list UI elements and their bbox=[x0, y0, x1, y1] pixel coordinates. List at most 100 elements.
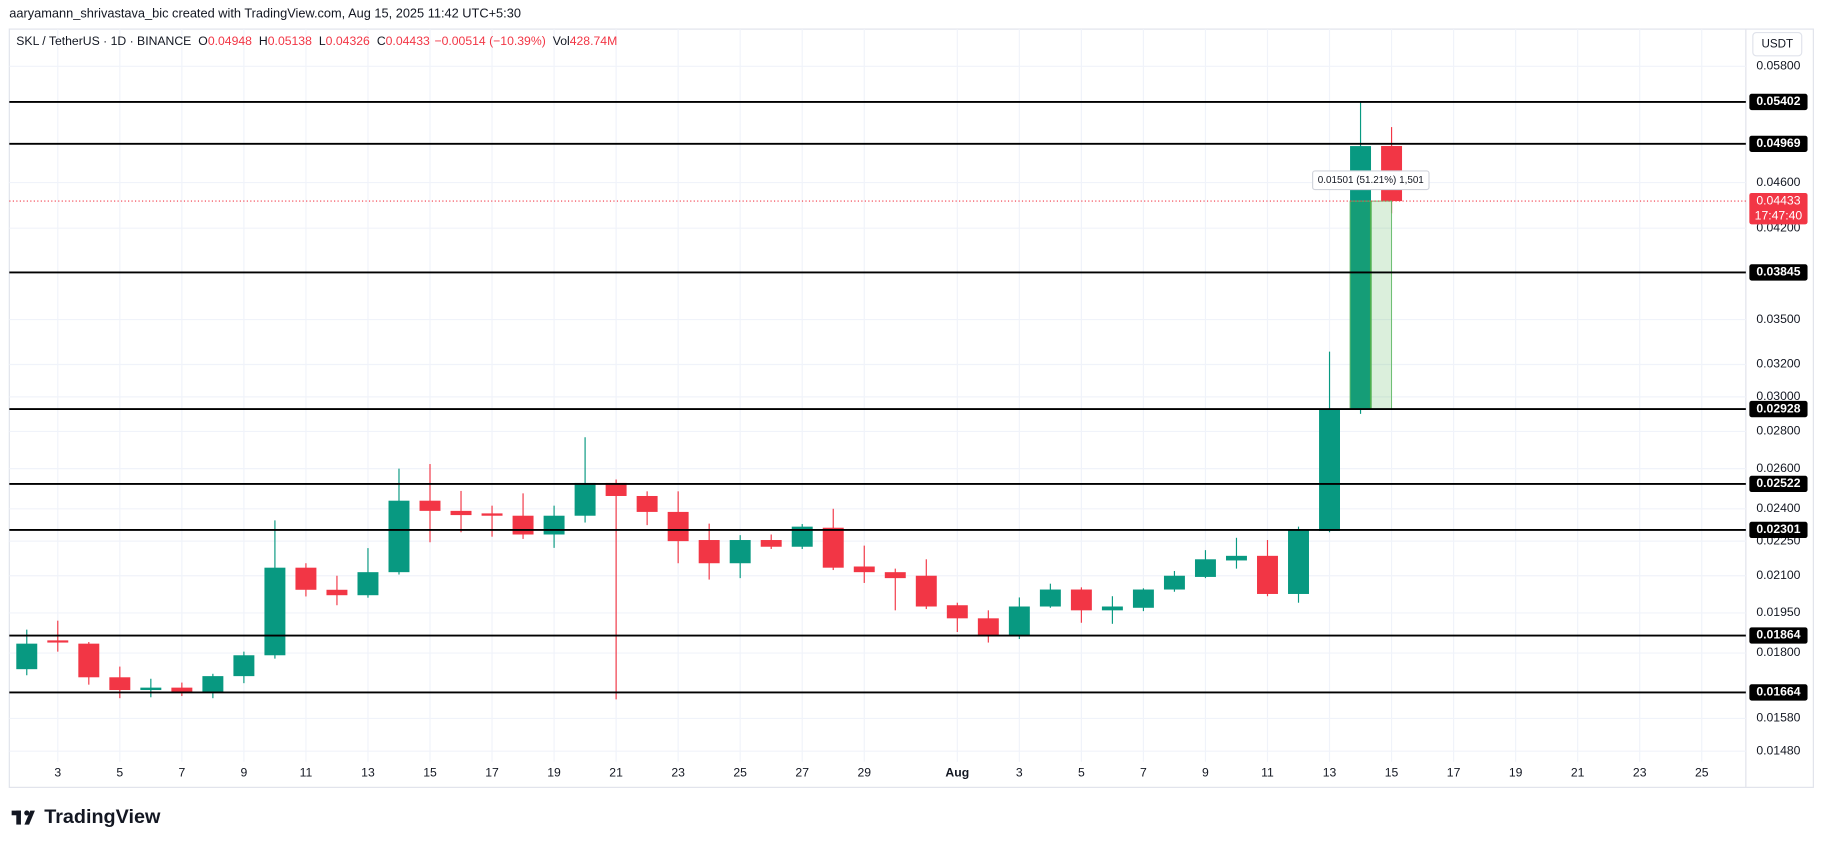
y-tick-label: 0.02800 bbox=[1756, 424, 1800, 438]
candle-body bbox=[47, 640, 69, 643]
x-tick-label: 5 bbox=[1078, 766, 1085, 780]
legend-key: C bbox=[377, 34, 386, 48]
legend-change: −0.00514 (−10.39%) bbox=[434, 34, 545, 48]
y-tick-label: 0.01580 bbox=[1756, 711, 1800, 725]
candle-body bbox=[1288, 529, 1309, 594]
overlay: 0.01501 (51.21%) 1,501 0.05402 0.04969 0.03… bbox=[9, 93, 1808, 701]
candle-body bbox=[853, 566, 875, 573]
candle-body bbox=[1039, 589, 1061, 607]
x-tick-label: 25 bbox=[733, 766, 747, 780]
candle-body bbox=[574, 482, 596, 516]
level-label: 0.03845 bbox=[1756, 265, 1800, 279]
header-text: aaryamann_shrivastava_bic created with T… bbox=[9, 5, 521, 20]
x-tick-label: 9 bbox=[1202, 766, 1209, 780]
legend-value: 0.04948 bbox=[208, 34, 252, 48]
x-tick-label: 13 bbox=[1323, 766, 1337, 780]
x-tick-label: 17 bbox=[485, 766, 499, 780]
legend-value: 428.74M bbox=[570, 34, 618, 48]
measure-label: 0.01501 (51.21%) 1,501 bbox=[1318, 175, 1425, 186]
level-label-box bbox=[1749, 135, 1808, 152]
level-label-box bbox=[1749, 264, 1808, 281]
candle-body bbox=[698, 540, 720, 564]
grid: 0.058000.046000.042000.035000.032000.030… bbox=[9, 29, 1801, 780]
candle-body bbox=[1008, 606, 1030, 636]
x-tick-label: 21 bbox=[1571, 766, 1585, 780]
legend-value: 0.04433 bbox=[386, 34, 430, 48]
x-tick-label: 11 bbox=[300, 766, 313, 780]
candle-body bbox=[1350, 146, 1372, 410]
level-label: 0.01664 bbox=[1756, 685, 1800, 699]
x-tick-label: 7 bbox=[1140, 766, 1147, 780]
candle-body bbox=[1132, 589, 1154, 608]
x-tick-label: 29 bbox=[857, 766, 871, 780]
candle-body bbox=[760, 540, 782, 547]
x-tick-label: 15 bbox=[423, 766, 437, 780]
candle-body bbox=[140, 687, 162, 691]
candle-body bbox=[667, 511, 689, 542]
candle-body bbox=[543, 515, 565, 535]
candle-body bbox=[171, 687, 193, 693]
candle-body bbox=[109, 677, 131, 691]
candle-body bbox=[1225, 555, 1247, 561]
level-label: 0.04969 bbox=[1756, 136, 1800, 150]
x-tick-label: 9 bbox=[240, 766, 247, 780]
plot bbox=[16, 101, 1403, 700]
y-tick-label: 0.03500 bbox=[1756, 312, 1800, 326]
candle-body bbox=[884, 572, 906, 579]
candle-body bbox=[16, 643, 38, 670]
candle-body bbox=[295, 567, 317, 590]
x-tick-label: 3 bbox=[54, 766, 61, 780]
x-tick-label: 27 bbox=[795, 766, 809, 780]
candle-body bbox=[450, 510, 472, 516]
level-label-box bbox=[1749, 400, 1808, 418]
brand: TradingView bbox=[44, 806, 161, 828]
candle-body bbox=[1070, 589, 1092, 611]
candle-body bbox=[1163, 575, 1185, 590]
x-tick-label: 7 bbox=[178, 766, 185, 780]
level-label-box bbox=[1749, 684, 1808, 701]
candle-body bbox=[729, 540, 751, 564]
candle-body bbox=[78, 643, 100, 678]
candle-body bbox=[1257, 555, 1278, 594]
x-tick-label: 21 bbox=[609, 766, 623, 780]
legend: SKL / TetherUS · 1D · BINANCE O0.04948 H0.… bbox=[16, 34, 617, 48]
x-tick-label: 13 bbox=[361, 766, 375, 780]
y-tick-label: 0.01480 bbox=[1756, 743, 1800, 757]
y-tick-label: 0.01800 bbox=[1756, 645, 1800, 659]
candle-body bbox=[233, 655, 255, 677]
candle-body bbox=[481, 513, 503, 516]
level-label-box bbox=[1749, 93, 1808, 111]
x-tick-label: 23 bbox=[671, 766, 685, 780]
brand-logo bbox=[11, 810, 35, 825]
candle-body bbox=[915, 575, 937, 607]
x-tick-label: 15 bbox=[1385, 766, 1399, 780]
measure-label-box bbox=[1312, 170, 1430, 191]
legend-key: Vol bbox=[553, 34, 570, 48]
candle-body bbox=[1194, 559, 1216, 577]
level-label-box bbox=[1749, 627, 1808, 644]
candle-body bbox=[1319, 409, 1341, 531]
x-tick-label: 5 bbox=[116, 766, 123, 780]
currency-label: USDT bbox=[1761, 37, 1793, 50]
x-tick-label: 23 bbox=[1633, 766, 1647, 780]
last-price-label: 0.04433 bbox=[1756, 193, 1800, 207]
level-label: 0.02301 bbox=[1756, 522, 1800, 536]
y-tick-label: 0.02400 bbox=[1756, 501, 1800, 515]
y-tick-label: 0.03200 bbox=[1756, 357, 1800, 371]
x-tick-label: 19 bbox=[547, 766, 561, 780]
candle-body bbox=[946, 605, 968, 619]
x-tick-label: 25 bbox=[1695, 766, 1709, 780]
y-tick-label: 0.03000 bbox=[1756, 389, 1800, 403]
y-tick-label: 0.02600 bbox=[1756, 461, 1800, 475]
y-tick-label: 0.02100 bbox=[1756, 568, 1800, 582]
countdown: 17:47:40 bbox=[1755, 208, 1803, 222]
level-label-box bbox=[1749, 521, 1808, 539]
level-label-box bbox=[1749, 475, 1808, 493]
level-label: 0.01864 bbox=[1756, 628, 1800, 642]
currency-box[interactable] bbox=[1752, 31, 1803, 57]
candle-body bbox=[636, 495, 658, 512]
candle-body bbox=[605, 482, 627, 496]
legend-key: H bbox=[259, 34, 268, 48]
